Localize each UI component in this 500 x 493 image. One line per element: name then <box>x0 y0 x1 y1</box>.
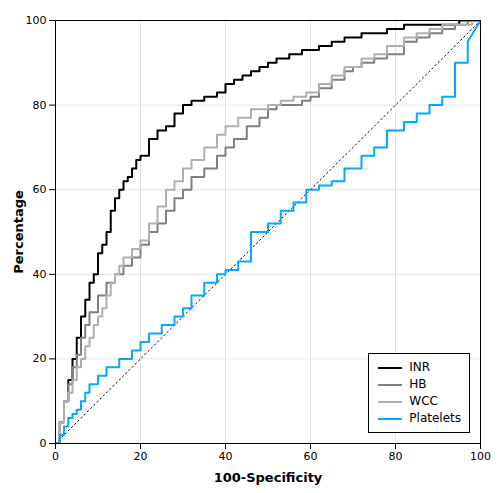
svg-text:100-Specificity: 100-Specificity <box>214 470 323 485</box>
svg-text:0: 0 <box>52 450 59 463</box>
svg-text:40: 40 <box>33 268 47 281</box>
html-text:WCC: WCC <box>409 394 438 408</box>
svg-text:100: 100 <box>470 450 491 463</box>
svg-text:Percentage: Percentage <box>11 190 26 274</box>
svg-text:20: 20 <box>134 450 148 463</box>
svg-text:80: 80 <box>33 99 47 112</box>
svg-text:0: 0 <box>40 437 47 450</box>
svg-text:60: 60 <box>304 450 318 463</box>
svg-text:40: 40 <box>219 450 233 463</box>
html-text:HB: HB <box>409 377 427 391</box>
html-text:Platelets: Platelets <box>409 411 461 425</box>
html-text:INR: INR <box>409 360 431 374</box>
svg-text:20: 20 <box>33 352 47 365</box>
svg-text:60: 60 <box>33 183 47 196</box>
svg-text:100: 100 <box>26 14 47 27</box>
svg-text:80: 80 <box>389 450 403 463</box>
